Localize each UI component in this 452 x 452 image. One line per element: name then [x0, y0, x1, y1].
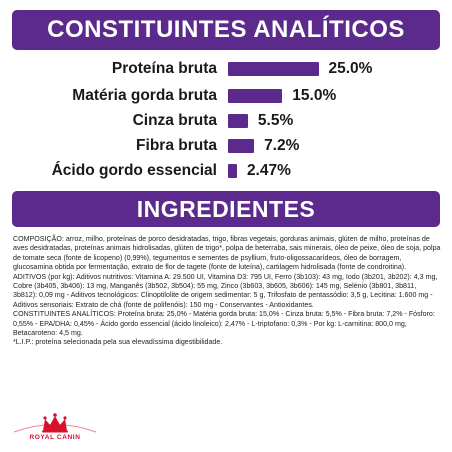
nutrient-bar [228, 89, 283, 103]
nutrient-label: Ácido gordo essencial [51, 162, 217, 179]
nutrient-label: Matéria gorda bruta [72, 87, 217, 104]
nutrient-row: Proteína bruta 25.0% [0, 58, 452, 80]
nutrient-value-label: 25.0% [328, 60, 373, 77]
nutrient-row: Ácido gordo essencial 2.47% [0, 160, 452, 182]
nutrient-row: Fibra bruta 7.2% [0, 135, 452, 157]
brand-logo-wordmark: ROYAL CANIN [29, 434, 81, 441]
nutrient-bar [228, 62, 319, 76]
nutrient-row: Matéria gorda bruta 15.0% [0, 85, 452, 107]
nutrient-value-label: 2.47% [246, 162, 291, 179]
nutrient-label: Fibra bruta [136, 137, 217, 154]
nutrient-value-label: 15.0% [292, 87, 337, 104]
additives-paragraph: ADITIVOS (por kg): Aditivos nutritivos: … [13, 272, 438, 309]
composition-paragraph: COMPOSIÇÃO: arroz, milho, proteínas de p… [13, 235, 441, 272]
nutrient-value-label: 7.2% [264, 137, 300, 154]
ingredients-header: INGREDIENTES [12, 191, 440, 227]
nutrient-bar [228, 139, 255, 153]
analytical-constituents-paragraph: CONSTITUINTES ANALÍTICOS: Proteína bruta… [13, 310, 435, 338]
nutrient-bar [228, 114, 248, 128]
brand-logo: ROYAL CANIN [10, 411, 100, 441]
lip-footnote: *L.I.P.: proteína selecionada pela sua e… [13, 338, 223, 347]
nutrient-label: Cinza bruta [132, 112, 217, 129]
nutrient-bar [228, 164, 237, 178]
crown-icon [13, 413, 97, 433]
nutrient-row: Cinza bruta 5.5% [0, 110, 452, 132]
nutrient-label: Proteína bruta [111, 60, 217, 77]
ingredients-text-block: COMPOSIÇÃO: arroz, milho, proteínas de p… [13, 235, 441, 348]
nutrient-value-label: 5.5% [257, 112, 294, 129]
analytical-constituents-header: CONSTITUINTES ANALÍTICOS [12, 10, 440, 50]
nutrient-bar-chart: Proteína bruta 25.0% Matéria gorda bruta 15… [0, 56, 452, 186]
